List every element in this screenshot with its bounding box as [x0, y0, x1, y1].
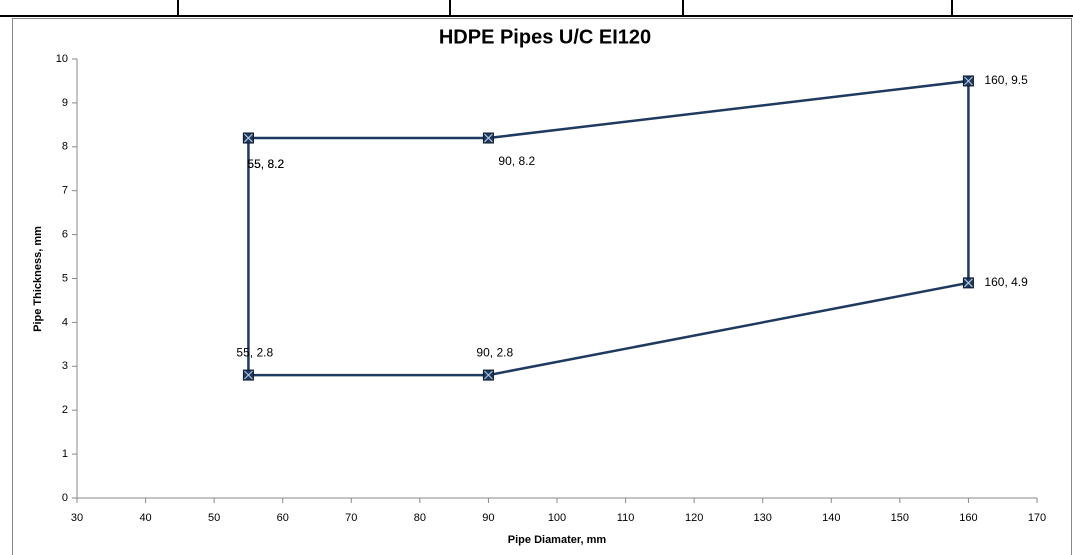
- y-tick-label: 9: [62, 97, 68, 109]
- x-tick-label: 120: [685, 512, 703, 524]
- x-tick-label: 130: [754, 512, 772, 524]
- marker: [962, 75, 974, 87]
- chart-border: [12, 18, 1072, 555]
- sheet-cells: [0, 0, 1073, 17]
- marker-cross: [244, 133, 253, 143]
- x-tick-label: 170: [1028, 512, 1046, 524]
- x-axis-title: Pipe Diamater, mm: [508, 534, 607, 546]
- x-tick-label: 80: [414, 512, 426, 524]
- y-tick-label: 7: [62, 185, 68, 197]
- y-tick-label: 4: [62, 316, 68, 328]
- x-tick-label: 140: [822, 512, 840, 524]
- data-label: 55, 8.2: [247, 157, 284, 171]
- marker-cross: [484, 133, 493, 143]
- y-tick-label: 10: [56, 53, 68, 65]
- data-label: 90, 2.8: [476, 345, 513, 359]
- x-tick-label: 60: [277, 512, 289, 524]
- marker: [482, 132, 494, 144]
- y-tick-label: 0: [62, 492, 68, 504]
- x-tick-label: 90: [482, 512, 494, 524]
- data-label: 90, 8.2: [498, 154, 535, 168]
- x-tick-label: 150: [891, 512, 909, 524]
- x-tick-label: 50: [208, 512, 220, 524]
- y-axis-title: Pipe Thickness, mm: [32, 226, 44, 332]
- data-label: 55, 2.8: [236, 345, 273, 359]
- y-tick-label: 6: [62, 229, 68, 241]
- y-tick-label: 3: [62, 360, 68, 372]
- marker-cross: [244, 370, 253, 380]
- marker-cross: [964, 278, 973, 288]
- x-tick-label: 160: [959, 512, 977, 524]
- data-label: 55, 8.2: [247, 157, 284, 171]
- chart-title: HDPE Pipes U/C EI120: [439, 26, 651, 48]
- data-label: 160, 9.5: [984, 73, 1028, 87]
- marker: [242, 132, 254, 144]
- y-tick-label: 1: [62, 448, 68, 460]
- marker-cross: [484, 370, 493, 380]
- marker-cross: [964, 76, 973, 86]
- x-tick-label: 100: [548, 512, 566, 524]
- x-tick-label: 70: [345, 512, 357, 524]
- x-tick-label: 40: [139, 512, 151, 524]
- marker: [482, 369, 494, 381]
- data-label: 160, 4.9: [984, 275, 1028, 289]
- marker: [962, 277, 974, 289]
- x-tick-label: 110: [617, 512, 635, 524]
- x-tick-label: 30: [71, 512, 83, 524]
- y-tick-label: 2: [62, 404, 68, 416]
- y-tick-label: 5: [62, 272, 68, 284]
- y-tick-label: 8: [62, 141, 68, 153]
- marker: [242, 369, 254, 381]
